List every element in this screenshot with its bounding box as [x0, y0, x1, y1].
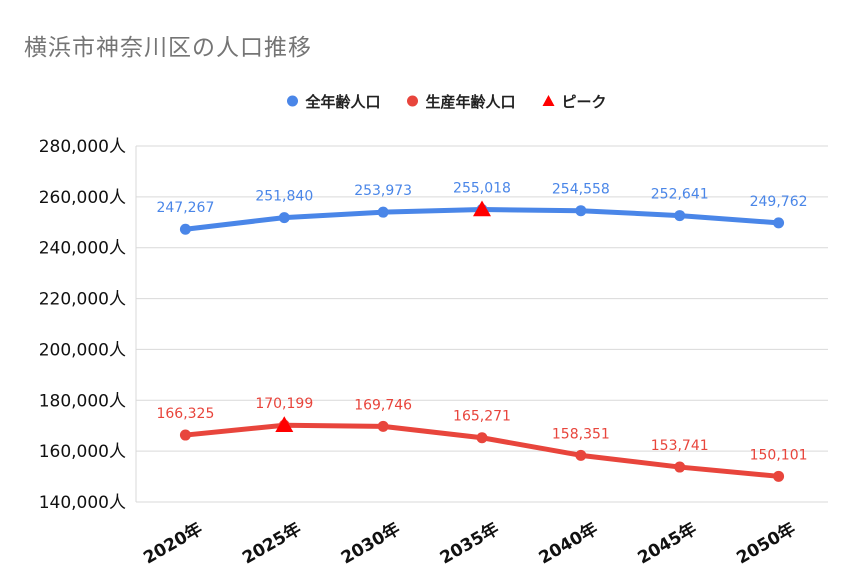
y-tick-label: 160,000人 [39, 442, 126, 462]
legend-label: 生産年齢人口 [426, 93, 516, 111]
x-tick-label: 2020年 [140, 518, 206, 568]
legend-item: 生産年齢人口 [407, 93, 516, 111]
chart-title: 横浜市神奈川区の人口推移 [24, 35, 312, 61]
x-tick-label: 2050年 [733, 518, 799, 568]
data-point [179, 223, 191, 235]
legend-label: 全年齢人口 [305, 93, 381, 111]
data-label: 252,641 [651, 187, 709, 203]
legend-item: ピーク [542, 93, 607, 111]
data-label: 247,267 [156, 200, 214, 216]
data-point [674, 461, 686, 473]
y-tick-label: 180,000人 [39, 391, 126, 411]
y-tick-label: 140,000人 [39, 493, 126, 513]
legend-label: ピーク [562, 93, 607, 111]
data-label: 158,351 [552, 426, 610, 442]
y-axis: 140,000人 160,000人 180,000人 200,000人 220,000人… [39, 137, 126, 513]
peak-markers [275, 200, 491, 432]
series-layer: 247,267 251,840 253,973 255,018 254,558 252,6… [156, 181, 808, 482]
data-point [377, 206, 389, 218]
data-point [575, 205, 587, 217]
data-point [179, 429, 191, 441]
legend: 全年齢人口 生産年齢人口 ピーク [287, 93, 607, 111]
legend-item: 全年齢人口 [287, 93, 381, 111]
data-label: 253,973 [354, 183, 412, 199]
data-point [773, 217, 785, 229]
data-point [674, 210, 686, 222]
series-2: 166,325 170,199 169,746 165,271 158,351 153,7… [156, 396, 808, 482]
y-tick-label: 200,000人 [39, 340, 126, 360]
legend-swatch [542, 95, 555, 106]
y-tick-label: 280,000人 [39, 137, 126, 157]
gridlines [135, 145, 828, 503]
data-label: 170,199 [255, 396, 313, 412]
data-label: 169,746 [354, 397, 412, 413]
y-tick-label: 220,000人 [39, 290, 126, 310]
legend-swatch [407, 95, 418, 107]
data-point [476, 432, 488, 444]
x-tick-label: 2045年 [634, 518, 700, 568]
data-point [377, 420, 389, 432]
data-label: 150,101 [750, 447, 808, 463]
data-label: 251,840 [255, 189, 313, 205]
data-label: 153,741 [651, 438, 709, 454]
data-point [575, 449, 587, 461]
data-label: 166,325 [156, 406, 214, 422]
data-label: 165,271 [453, 409, 511, 425]
data-point [278, 212, 290, 224]
data-label: 255,018 [453, 181, 511, 197]
x-tick-label: 2035年 [436, 518, 502, 568]
x-tick-label: 2040年 [535, 518, 601, 568]
x-tick-label: 2025年 [239, 518, 305, 568]
x-axis: 2020年 2025年 2030年 2035年 2040年 2045年 2050年 [140, 518, 799, 568]
data-point [773, 470, 785, 482]
legend-swatch [287, 95, 298, 107]
peak-marker [473, 200, 491, 217]
data-label: 249,762 [750, 194, 808, 210]
peak-marker [275, 416, 294, 432]
y-tick-label: 260,000人 [39, 188, 126, 208]
data-label: 254,558 [552, 182, 610, 198]
y-tick-label: 240,000人 [39, 239, 126, 259]
x-tick-label: 2030年 [337, 518, 403, 568]
